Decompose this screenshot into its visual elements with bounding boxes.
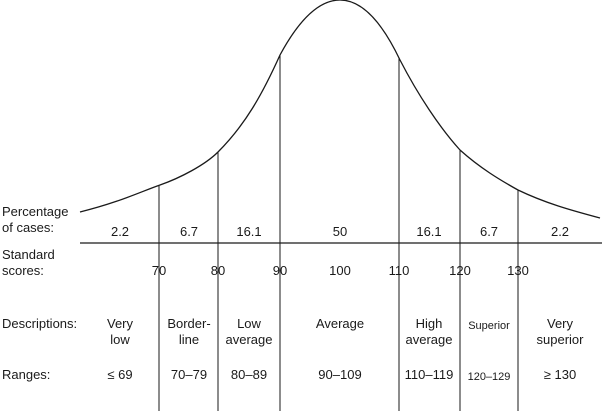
- description-low-average: Low average: [225, 316, 273, 347]
- standard-score-value: 130: [507, 263, 529, 278]
- description-borderline: Border-line: [167, 316, 211, 347]
- range-value: 80–89: [230, 367, 268, 382]
- percentage-value: 50: [332, 224, 348, 239]
- description-very-low: Very low: [106, 316, 134, 347]
- standard-score-value: 100: [329, 263, 351, 278]
- range-value: ≤ 69: [107, 367, 133, 382]
- percentage-value: 16.1: [236, 224, 262, 239]
- standard-score-value: 110: [388, 263, 410, 278]
- ranges-label: Ranges:: [2, 367, 51, 382]
- bell-curve: [79, 0, 601, 219]
- description-very-superior: Very superior: [536, 316, 584, 347]
- percentage-value: 2.2: [550, 224, 570, 239]
- standard-score-value: 120: [449, 263, 471, 278]
- description-superior: Superior: [468, 320, 510, 332]
- description-high-average: High average: [405, 316, 453, 347]
- standard-score-value: 70: [151, 263, 167, 278]
- range-value: ≥ 130: [543, 367, 577, 382]
- percentage-label: Percentage of cases:: [2, 204, 69, 235]
- percentage-value: 16.1: [416, 224, 442, 239]
- description-average: Average: [315, 316, 365, 331]
- range-value: 120–129: [467, 371, 511, 383]
- range-value: 70–79: [170, 367, 208, 382]
- range-value: 90–109: [318, 367, 362, 382]
- percentage-value: 2.2: [110, 224, 130, 239]
- standard-score-value: 90: [272, 263, 288, 278]
- percentage-value: 6.7: [479, 224, 499, 239]
- standard-score-value: 80: [210, 263, 226, 278]
- descriptions-label: Descriptions:: [2, 316, 78, 331]
- standard-scores-label: Standard scores:: [2, 247, 55, 278]
- percentage-value: 6.7: [179, 224, 199, 239]
- range-value: 110–119: [404, 367, 454, 382]
